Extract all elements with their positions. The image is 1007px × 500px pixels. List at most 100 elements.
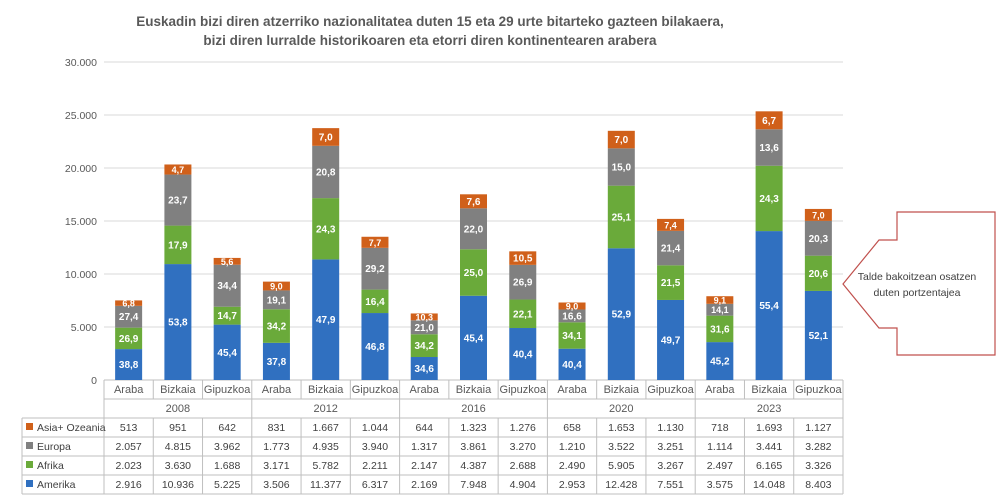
- bar-segment: [706, 342, 734, 380]
- data-label: 16,4: [365, 297, 385, 308]
- table-cell: 644: [415, 422, 433, 434]
- category-label: Araba: [410, 384, 440, 396]
- table-cell: 5.905: [608, 460, 634, 472]
- bar-segment: [755, 165, 783, 232]
- data-label: 6,7: [762, 116, 776, 127]
- data-label: 16,6: [562, 311, 582, 322]
- data-label: 34,2: [414, 341, 434, 352]
- bar-segment: [607, 130, 635, 149]
- data-label: 29,2: [365, 264, 385, 275]
- data-label: 17,9: [168, 240, 188, 251]
- table-cell: 1.127: [805, 422, 831, 434]
- data-label: 45,2: [710, 357, 730, 368]
- data-label: 9,0: [566, 301, 579, 311]
- bar-segment: [558, 322, 586, 349]
- table-cell: 6.165: [756, 460, 782, 472]
- bar-segment: [706, 315, 734, 343]
- bar-segment: [706, 296, 734, 304]
- data-label: 7,6: [467, 197, 481, 208]
- data-label: 7,0: [614, 135, 628, 146]
- table-cell: 658: [563, 422, 581, 434]
- bar-segment: [607, 148, 635, 186]
- data-label: 15,0: [612, 163, 632, 174]
- bar-segment: [558, 309, 586, 323]
- bar-segment: [361, 313, 389, 380]
- bar-segment: [755, 231, 783, 380]
- table-cell: 3.575: [707, 479, 733, 491]
- table-cell: 7.948: [460, 479, 486, 491]
- table-cell: 3.270: [510, 441, 536, 453]
- table-cell: 3.267: [657, 460, 683, 472]
- bar-segment: [460, 249, 487, 296]
- bar-segment: [361, 289, 389, 314]
- year-label: 2016: [461, 403, 485, 415]
- callout: Talde bakoitzean osatzen duten portzenta…: [842, 211, 996, 356]
- table-cell: 2.147: [411, 460, 437, 472]
- bar-segment: [410, 313, 438, 321]
- bar-segment: [262, 309, 290, 343]
- table-cell: 10.936: [162, 479, 194, 491]
- table-cell: 2.490: [559, 460, 585, 472]
- y-tick-label: 20.000: [65, 163, 97, 175]
- bar-segment: [115, 300, 143, 306]
- data-label: 19,1: [267, 295, 287, 306]
- legend-label: Europa: [37, 441, 71, 453]
- table-cell: 3.630: [165, 460, 191, 472]
- table-cell: 2.057: [115, 441, 141, 453]
- bar-segment: [607, 248, 635, 380]
- table-cell: 718: [711, 422, 729, 434]
- bar-segment: [164, 264, 192, 380]
- bar-segment: [312, 259, 340, 380]
- year-label: 2008: [166, 403, 190, 415]
- legend-swatch: [26, 423, 33, 430]
- table-cell: 831: [268, 422, 286, 434]
- data-label: 7,0: [319, 132, 333, 143]
- table-cell: 642: [218, 422, 236, 434]
- category-label: Araba: [557, 384, 587, 396]
- bar-segment: [460, 295, 487, 380]
- table-cell: 951: [169, 422, 187, 434]
- bar-segment: [361, 247, 389, 290]
- data-label: 45,4: [464, 333, 484, 344]
- data-label: 24,3: [316, 224, 336, 235]
- y-tick-label: 25.000: [65, 110, 97, 122]
- table-cell: 1.130: [657, 422, 683, 434]
- table-cell: 2.169: [411, 479, 437, 491]
- legend-label: Asia+ Ozeania: [37, 422, 106, 434]
- year-label: 2020: [609, 403, 633, 415]
- table-cell: 1.773: [263, 441, 289, 453]
- data-label: 34,2: [267, 322, 287, 333]
- data-label: 27,4: [119, 312, 139, 323]
- bar-segment: [460, 194, 487, 209]
- data-label: 10,5: [513, 254, 533, 265]
- data-label: 34,1: [562, 331, 582, 342]
- category-label: Bizkaia: [308, 384, 344, 396]
- data-label: 10,3: [415, 312, 433, 322]
- data-label: 55,4: [759, 301, 779, 312]
- data-label: 5,6: [221, 257, 234, 267]
- data-label: 7,4: [664, 220, 677, 230]
- legend-label: Amerika: [37, 479, 76, 491]
- table-cell: 7.551: [657, 479, 683, 491]
- table-cell: 1.210: [559, 441, 585, 453]
- bar-segment: [804, 290, 832, 380]
- table-cell: 2.953: [559, 479, 585, 491]
- table-cell: 3.441: [756, 441, 782, 453]
- table-cell: 12.428: [605, 479, 637, 491]
- data-label: 25,0: [464, 268, 484, 279]
- bar-segment: [509, 299, 537, 329]
- category-label: Bizkaia: [160, 384, 196, 396]
- category-label: Gipuzkoa: [795, 384, 842, 396]
- table-cell: 1.276: [510, 422, 536, 434]
- callout-text-line-2: duten portzentajea: [874, 287, 961, 299]
- data-label: 26,9: [119, 334, 139, 345]
- bar-segment: [755, 129, 783, 166]
- y-tick-label: 15.000: [65, 216, 97, 228]
- legend-swatch: [26, 480, 33, 487]
- y-tick-label: 30.000: [65, 57, 97, 69]
- table-cell: 3.171: [263, 460, 289, 472]
- table-cell: 3.861: [460, 441, 486, 453]
- data-label: 14,1: [711, 305, 729, 315]
- bar-segment: [755, 111, 783, 130]
